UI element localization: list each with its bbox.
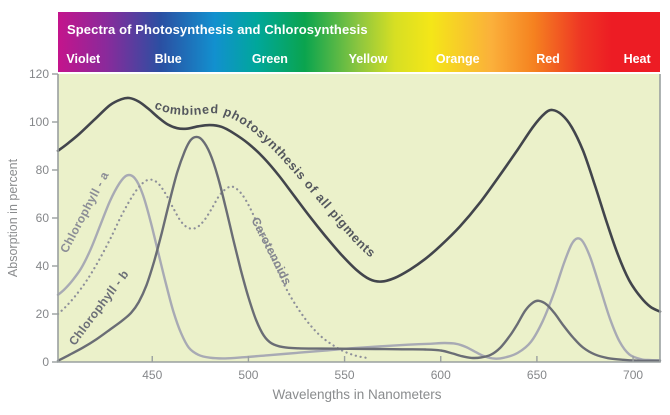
x-tick-label: 700: [623, 368, 643, 382]
y-tick-label: 100: [29, 115, 49, 129]
y-tick-label: 20: [36, 307, 50, 321]
series-chlorophyll-a: [56, 173, 662, 362]
y-tick-label: 120: [29, 67, 49, 81]
spectrum-band-label-orange: Orange: [435, 52, 480, 66]
x-tick-label: 600: [431, 368, 451, 382]
axes-group: 0 20 40 60 80 100 120 450 500 550 600 650 700: [29, 67, 661, 382]
series-carotenoids: [56, 178, 367, 359]
x-tick-label: 450: [142, 368, 162, 382]
spectrum-band-label-red: Red: [536, 52, 560, 66]
series-group: [56, 96, 662, 363]
spectrum-gradient-bar: Spectra of Photosynthesis and Chlorosynt…: [58, 12, 660, 72]
spectrum-band-label-blue: Blue: [154, 52, 182, 66]
x-tick-label: 500: [238, 368, 258, 382]
spectrum-band-label-green: Green: [251, 52, 288, 66]
x-tick-label: 550: [335, 368, 355, 382]
y-tick-label: 40: [36, 259, 50, 273]
spectrum-band-label-violet: Violet: [66, 52, 101, 66]
y-tick-label: 60: [36, 211, 50, 225]
series-chlorophyll-b: [56, 135, 662, 363]
x-tick-label: 650: [527, 368, 547, 382]
plot-area: [58, 74, 660, 362]
y-tick-label: 0: [42, 355, 49, 369]
y-tick-label: 80: [36, 163, 50, 177]
spectrum-band-label-heat: Heat: [623, 52, 651, 66]
chart-title: Spectra of Photosynthesis and Chlorosynt…: [67, 22, 368, 37]
spectrum-band-label-yellow: Yellow: [348, 52, 388, 66]
series-combined-photosynthesis: [56, 96, 662, 313]
y-axis-title: Absorption in percent: [6, 158, 20, 277]
x-axis-title: Wavelengths in Nanometers: [272, 387, 441, 402]
